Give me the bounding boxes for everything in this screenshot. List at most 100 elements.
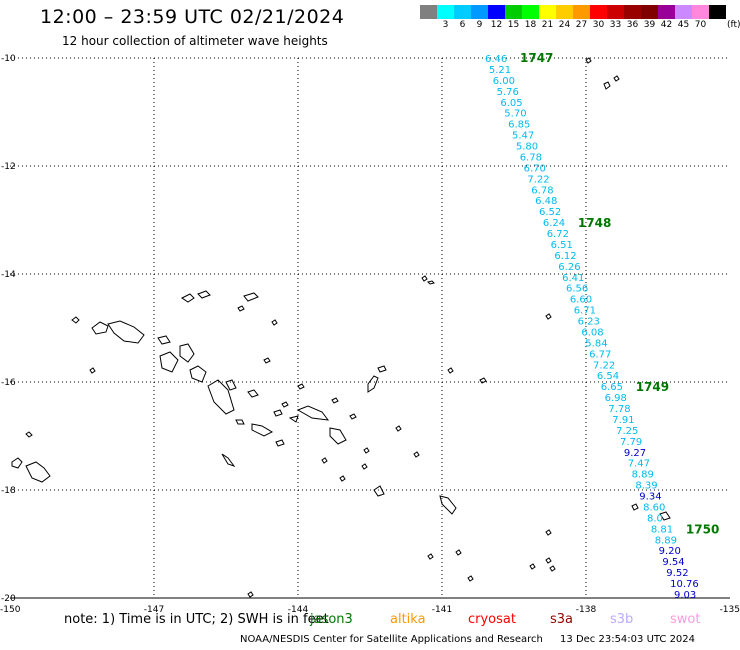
island-outline [271, 319, 278, 326]
island-outline [189, 365, 207, 383]
legend-swatch [420, 5, 437, 19]
legend-label: 6 [459, 20, 466, 30]
island-outline [585, 57, 592, 64]
footer-credit: NOAA/NESDIS Center for Satellite Applica… [240, 634, 543, 645]
note-bar: note: 1) Time is in UTC; 2) SWH is in fe… [64, 612, 700, 627]
wave-height-value: 7.25 [616, 426, 638, 437]
satellite-legend-altika: altika [390, 612, 426, 627]
satellite-legend-jason3: jason3 [310, 612, 353, 627]
wave-height-value: 7.78 [608, 404, 630, 415]
island-outline [197, 290, 211, 299]
island-outline [613, 75, 620, 82]
wave-height-value: 6.08 [581, 328, 603, 339]
wave-height-value: 6.56 [566, 284, 588, 295]
wave-height-value: 6.52 [539, 207, 561, 218]
legend-label: 45 [677, 20, 690, 30]
legend-label: 24 [558, 20, 571, 30]
wave-height-value: 6.41 [562, 273, 584, 284]
legend-swatch [556, 5, 573, 19]
legend-swatch [539, 5, 556, 19]
wave-height-value: 10.76 [670, 579, 699, 590]
map-subtitle: 12 hour collection of altimeter wave hei… [62, 34, 328, 48]
satellite-legend-s3b: s3b [610, 612, 634, 627]
footer: NOAA/NESDIS Center for Satellite Applica… [240, 634, 695, 645]
wave-height-value: 6.78 [531, 185, 553, 196]
legend-label: 36 [626, 20, 639, 30]
wave-height-value: 9.34 [639, 492, 661, 503]
island-outline [251, 423, 274, 437]
wave-height-value: 6.70 [524, 163, 546, 174]
legend-label: 33 [609, 20, 622, 30]
island-outline [447, 367, 454, 374]
wave-height-value: 7.91 [612, 415, 634, 426]
island-outlines [11, 57, 671, 598]
island-outline [296, 405, 330, 421]
wave-height-value: 5.80 [516, 142, 538, 153]
lat-tick-label: -18 [1, 486, 16, 496]
gridlines [10, 58, 730, 598]
legend-swatch [658, 5, 675, 19]
lat-tick-label: -16 [1, 378, 16, 388]
island-outline [377, 365, 387, 373]
lat-tick-label: -12 [1, 162, 16, 172]
wave-height-value: 6.12 [554, 251, 576, 262]
legend-label: 27 [575, 20, 588, 30]
island-outline [247, 591, 254, 598]
island-outline [361, 463, 368, 470]
wave-height-value: 8.39 [635, 481, 657, 492]
wave-height-value: 6.77 [589, 349, 611, 360]
legend-swatch [505, 5, 522, 19]
legend-label: 39 [643, 20, 656, 30]
legend-swatch [675, 5, 692, 19]
legend-labels: 3 6 9 12 15 18 21 24 27 30 33 36 39 42 45 70 (ft) [420, 20, 740, 30]
island-outline [281, 401, 289, 408]
lat-tick-label: -14 [1, 270, 16, 280]
legend-label: 3 [442, 20, 449, 30]
lat-tick-label: -10 [1, 54, 16, 64]
lon-tick-label: -147 [144, 605, 164, 612]
legend-label: 42 [660, 20, 673, 30]
island-outline [659, 511, 671, 521]
island-outline [339, 475, 346, 482]
wave-height-value: 6.24 [543, 218, 565, 229]
island-outline [479, 377, 487, 384]
island-outline [159, 351, 179, 373]
island-outline [207, 379, 235, 415]
legend-label: 18 [524, 20, 537, 30]
island-outline [427, 280, 435, 285]
time-label: 1749 [636, 380, 669, 394]
wave-height-value: 6.54 [597, 371, 619, 382]
island-outline [549, 565, 556, 572]
legend-swatch [437, 5, 454, 19]
time-label: 1748 [578, 216, 611, 230]
island-outline [235, 419, 245, 425]
time-label: 1750 [686, 522, 719, 536]
legend-swatch [522, 5, 539, 19]
island-outline [529, 563, 536, 570]
note-text: note: 1) Time is in UTC; 2) SWH is in fe… [64, 612, 329, 627]
island-outline [455, 549, 462, 556]
island-outline [247, 389, 259, 398]
island-outline [467, 575, 474, 582]
wave-height-value: 6.65 [601, 382, 623, 393]
island-outline [157, 335, 171, 345]
lon-tick-label: -141 [432, 605, 452, 612]
legend-label: 21 [541, 20, 554, 30]
wave-height-value: 8.0 [647, 513, 663, 524]
wave-height-value: 7.47 [628, 459, 650, 470]
legend-label: 15 [507, 20, 520, 30]
lon-tick-label: -150 [0, 605, 21, 612]
island-outline [395, 425, 402, 432]
island-outline [297, 383, 305, 390]
island-outline [273, 409, 283, 417]
island-outline [288, 415, 299, 423]
wave-height-value: 5.21 [489, 65, 511, 76]
island-outline [25, 461, 51, 483]
satellite-legend-swot: swot [670, 612, 701, 627]
island-outline [321, 457, 328, 464]
legend-swatch [607, 5, 624, 19]
lon-tick-label: -138 [576, 605, 597, 612]
wave-height-value: 5.70 [504, 109, 526, 120]
wave-height-value: 7.22 [593, 360, 615, 371]
island-outline [545, 529, 552, 536]
